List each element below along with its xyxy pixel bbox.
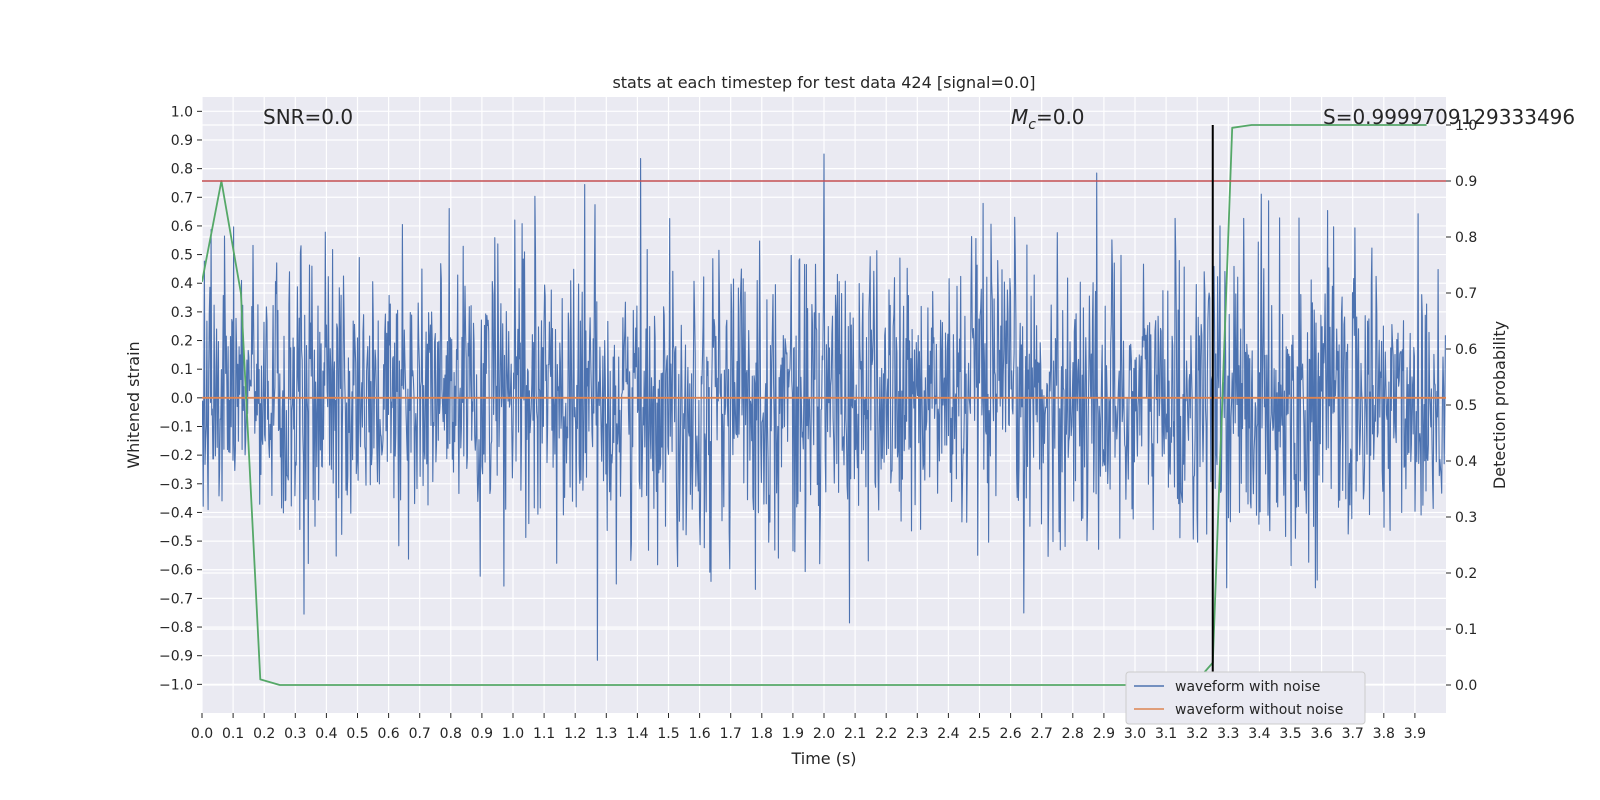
x-tick-label: 2.5 (968, 726, 990, 742)
y-tick-label: 0.4 (171, 276, 193, 292)
x-tick-label: 3.5 (1279, 726, 1301, 742)
y-tick-label: 0.3 (171, 305, 193, 321)
y-tick-label: −0.4 (159, 505, 193, 521)
x-tick-label: 1.7 (720, 726, 742, 742)
legend-label-noise: waveform with noise (1175, 679, 1320, 695)
y-tick-label: 0.8 (171, 162, 193, 178)
x-tick-label: 3.1 (1155, 726, 1177, 742)
y2-tick-label: 0.7 (1455, 286, 1477, 302)
y2-tick-label: 0.2 (1455, 566, 1477, 582)
y-tick-label: −0.9 (159, 649, 193, 665)
x-axis-ticks: 0.0 0.1 0.2 0.3 0.4 0.5 0.6 0.7 0.8 0.9 1.0 1.1 1.2 1… (191, 713, 1426, 742)
x-tick-label: 1.4 (626, 726, 648, 742)
x-tick-label: 3.7 (1342, 726, 1364, 742)
x-tick-label: 0.9 (471, 726, 493, 742)
statistic-annotation: S=0.9999709129333496 (1323, 105, 1575, 129)
x-tick-label: 2.9 (1093, 726, 1115, 742)
x-tick-label: 2.3 (906, 726, 928, 742)
x-tick-label: 2.1 (844, 726, 866, 742)
y-tick-label: −0.5 (159, 534, 193, 550)
y2-tick-label: 0.8 (1455, 230, 1477, 246)
series-layer (202, 124, 1446, 686)
legend-box (1125, 671, 1366, 725)
y-tick-label: 0.0 (171, 391, 193, 407)
y-tick-label: 0.2 (171, 334, 193, 350)
y2-tick-label: 0.6 (1455, 342, 1477, 358)
x-tick-label: 0.2 (253, 726, 275, 742)
x-tick-label: 0.0 (191, 726, 213, 742)
x-tick-label: 0.8 (440, 726, 462, 742)
y-tick-label: −1.0 (159, 677, 193, 693)
x-tick-label: 1.3 (595, 726, 617, 742)
x-tick-label: 3.9 (1404, 726, 1426, 742)
chirp-mass-annotation: Mc=0.0 (1011, 105, 1085, 133)
y-tick-label: −0.8 (159, 620, 193, 636)
y2-axis-label: Detection probability (1490, 321, 1509, 489)
series-line-detection-probability (202, 124, 1427, 686)
x-tick-label: 2.7 (1031, 726, 1053, 742)
x-tick-label: 0.5 (346, 726, 368, 742)
y2-tick-label: 0.4 (1455, 454, 1477, 470)
legend: waveform with noise waveform without noi… (1125, 671, 1366, 725)
y2-tick-label: 0.1 (1455, 622, 1477, 638)
chart-title: stats at each timestep for test data 424… (612, 73, 1035, 92)
x-tick-label: 2.6 (999, 726, 1021, 742)
x-tick-label: 1.6 (688, 726, 710, 742)
x-tick-label: 2.2 (875, 726, 897, 742)
y2-tick-label: 0.9 (1455, 174, 1477, 190)
x-tick-label: 2.8 (1062, 726, 1084, 742)
y-tick-label: 0.5 (171, 248, 193, 264)
y-tick-label: 0.9 (171, 133, 193, 149)
x-tick-label: 0.4 (315, 726, 337, 742)
y-tick-label: −0.6 (159, 563, 193, 579)
x-tick-label: 3.8 (1373, 726, 1395, 742)
x-tick-label: 1.2 (564, 726, 586, 742)
y-tick-label: 1.0 (171, 104, 193, 120)
x-tick-label: 1.8 (751, 726, 773, 742)
x-tick-label: 0.6 (377, 726, 399, 742)
x-tick-label: 1.9 (782, 726, 804, 742)
x-tick-label: 2.0 (813, 726, 835, 742)
y2-tick-label: 1.0 (1455, 118, 1477, 134)
y2-tick-label: 0.0 (1455, 678, 1477, 694)
y-tick-label: 0.1 (171, 362, 193, 378)
snr-annotation: SNR=0.0 (263, 105, 353, 129)
x-tick-label: 0.3 (284, 726, 306, 742)
x-tick-label: 3.0 (1124, 726, 1146, 742)
y-tick-label: −0.7 (159, 591, 193, 607)
x-axis-label: Time (s) (790, 749, 856, 768)
y-tick-label: 0.6 (171, 219, 193, 235)
legend-label-clean: waveform without noise (1175, 702, 1343, 718)
y-tick-label: −0.2 (159, 448, 193, 464)
x-tick-label: 1.1 (533, 726, 555, 742)
series-line-waveform-with-noise (202, 153, 1446, 661)
y2-tick-label: 0.5 (1455, 398, 1477, 414)
x-tick-label: 2.4 (937, 726, 959, 742)
x-tick-label: 3.3 (1217, 726, 1239, 742)
x-tick-label: 3.6 (1310, 726, 1332, 742)
y2-axis-ticks: 0.0 0.1 0.2 0.3 0.4 0.5 0.6 0.7 0.8 0.9 1.0 (1446, 118, 1477, 694)
x-tick-label: 1.0 (502, 726, 524, 742)
x-tick-label: 0.7 (409, 726, 431, 742)
y-axis-label: Whitened strain (124, 341, 143, 468)
y-axis-ticks: 1.0 0.9 0.8 0.7 0.6 0.5 0.4 0.3 0.2 0.1 0.0 −0.1 −0.… (159, 104, 202, 693)
x-tick-label: 0.1 (222, 726, 244, 742)
x-tick-label: 3.2 (1186, 726, 1208, 742)
x-tick-label: 1.5 (657, 726, 679, 742)
y-tick-label: −0.3 (159, 477, 193, 493)
x-tick-label: 3.4 (1248, 726, 1270, 742)
y2-tick-label: 0.3 (1455, 510, 1477, 526)
y-tick-label: −0.1 (159, 419, 193, 435)
y-tick-label: 0.7 (171, 190, 193, 206)
